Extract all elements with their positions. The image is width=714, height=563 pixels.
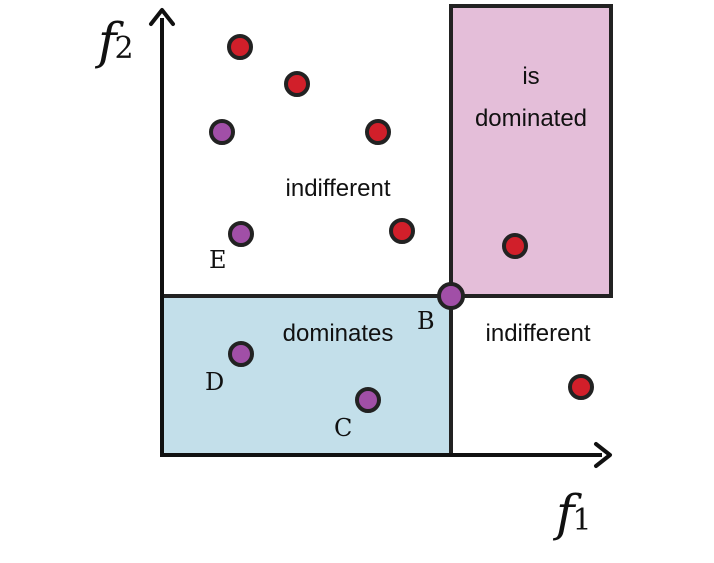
dominated-label-line1: is	[522, 63, 539, 90]
point-d	[228, 341, 254, 367]
point-b	[437, 282, 465, 310]
point-d-label: D	[205, 368, 224, 396]
point-e-label: E	[209, 246, 227, 274]
point-e	[228, 221, 254, 247]
red-point	[284, 71, 310, 97]
red-point	[389, 218, 415, 244]
dominated-region	[449, 4, 613, 298]
red-point	[227, 34, 253, 60]
dominates-region	[160, 294, 453, 457]
indifferent-label-upper-left: indifferent	[286, 175, 391, 202]
red-point	[365, 119, 391, 145]
point-b-label: B	[417, 307, 435, 335]
x-axis-arrowhead	[594, 442, 612, 468]
y-axis-arrowhead	[149, 8, 175, 26]
indifferent-label-lower-right: indifferent	[486, 320, 591, 347]
red-point	[502, 233, 528, 259]
y-axis-label: f2	[94, 12, 134, 70]
red-point	[568, 374, 594, 400]
point-c-label: C	[334, 414, 352, 442]
x-axis-label: f1	[552, 484, 592, 542]
dominates-label: dominates	[283, 320, 394, 347]
purple-point	[209, 119, 235, 145]
dominated-label-line2: dominated	[475, 105, 587, 132]
point-c	[355, 387, 381, 413]
